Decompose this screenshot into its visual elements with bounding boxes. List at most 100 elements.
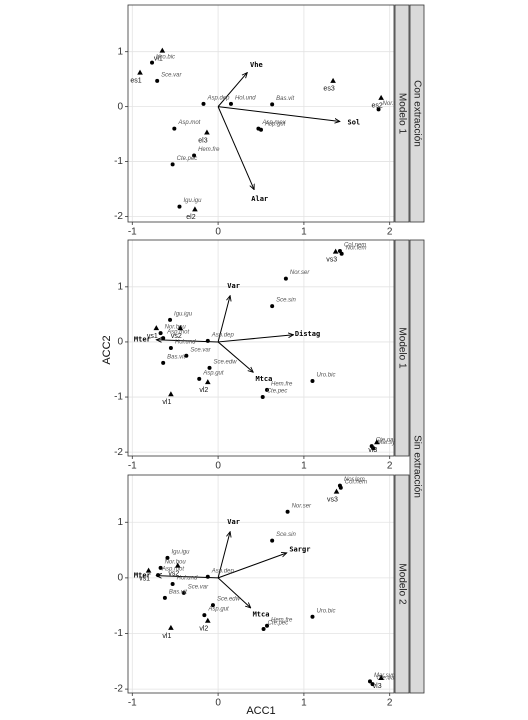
vector-arrow [217,341,253,372]
strip-label: Modelo 2 [396,563,407,605]
species-label: Cte.oax [376,438,398,444]
y-tick-label: 1 [117,517,123,528]
panel-border [127,239,395,457]
x-tick-label: 2 [387,698,393,709]
y-tick-label: -2 [114,211,123,222]
species-point [370,682,375,687]
vector-label: Mter [134,571,151,579]
strip [394,239,410,457]
species-point [210,603,215,608]
species-label: Hol.und [175,340,196,346]
site-label: vs2 [168,570,179,577]
species-label: Nor.lem [344,477,365,483]
species-point [158,565,163,570]
y-tick-label: -2 [114,447,123,458]
species-label: Igu.igu [171,549,190,555]
site-point [177,325,184,331]
site-label: es1 [130,77,141,84]
y-tick-label: -1 [114,392,123,403]
vector-label: Mtca [253,611,270,619]
species-label: Asp.dep [211,332,235,338]
species-label: Asp.mot [161,567,184,573]
species-point [310,614,315,619]
species-point [339,251,344,256]
species-label: Mar.syn [374,673,396,679]
species-point [201,101,206,106]
strip [394,4,410,223]
species-point [168,317,173,322]
site-label: el3 [198,137,207,144]
x-tick-label: 0 [215,698,221,709]
x-tick-label: 1 [301,227,307,238]
strip [394,474,410,694]
species-label: Sce.edw [217,597,241,603]
species-point [205,574,210,579]
site-point [374,439,380,445]
species-label: Uro.bic [316,373,335,379]
species-label: Hem.fre [271,617,293,623]
site-point [332,248,339,254]
species-label: Igu.igu [174,311,193,317]
y-tick-label: 1 [117,46,123,57]
species-point [161,360,166,365]
vector-label: Alar [251,195,268,203]
species-point [170,162,175,167]
strip-label: Modelo 1 [396,327,407,369]
x-tick-label: 1 [301,698,307,709]
site-label: es2 [371,103,382,110]
species-point [155,78,160,83]
site-label: vs3 [327,497,338,504]
vector-label: Distag [295,330,320,338]
species-label: Sce.var [188,584,209,590]
panel-background [128,475,394,693]
species-point [162,595,167,600]
species-label: Sce.var [161,72,182,78]
site-label: vs3 [326,256,337,263]
species-point [371,446,376,451]
x-tick-label: 0 [215,227,221,238]
species-point [310,379,315,384]
species-label: Hol.und [177,576,198,582]
panel-background [128,5,394,222]
species-label: Asp.dep [211,568,235,574]
species-label: Asp.dep [207,95,231,101]
y-tick-label: 0 [117,101,123,112]
species-point [367,679,372,684]
species-label: Hol.und [235,95,256,101]
species-point [156,573,161,578]
site-point [192,206,198,212]
site-point [330,77,336,83]
species-point [202,613,207,618]
species-label: Asp.mot [166,330,189,336]
species-point [270,102,275,107]
species-label: Asp.mot [177,120,200,126]
y-axis-label: ACC2 [101,335,113,364]
y-tick-label: 0 [117,573,123,584]
site-label: vl3 [373,683,382,690]
species-point [283,276,288,281]
species-label: Col.nem [344,243,366,249]
species-label: Nor.sem [383,101,405,107]
outer-strip-label: Sin extracción [411,435,422,498]
outer-strip [409,239,425,694]
species-point [228,101,233,106]
species-point [177,204,182,209]
species-point [161,336,166,341]
species-label: Igu.igu [183,198,202,204]
species-label: Cte.pec [177,156,198,162]
vector-label: Var [227,518,240,526]
y-tick-label: 0 [117,337,123,348]
site-label: el2 [186,214,195,221]
site-point [378,674,384,680]
site-label: vl1 [162,399,171,406]
x-tick-label: -1 [128,698,137,709]
y-tick-label: -1 [114,156,123,167]
site-label: vl3 [368,447,377,454]
species-label: Nor.ser [290,270,310,276]
species-label: Nor.bou [165,325,187,331]
site-point [333,488,340,494]
species-label: Sce.sin [276,532,296,538]
vector-label: Mtca [255,375,272,383]
site-label: vs2 [171,333,182,340]
